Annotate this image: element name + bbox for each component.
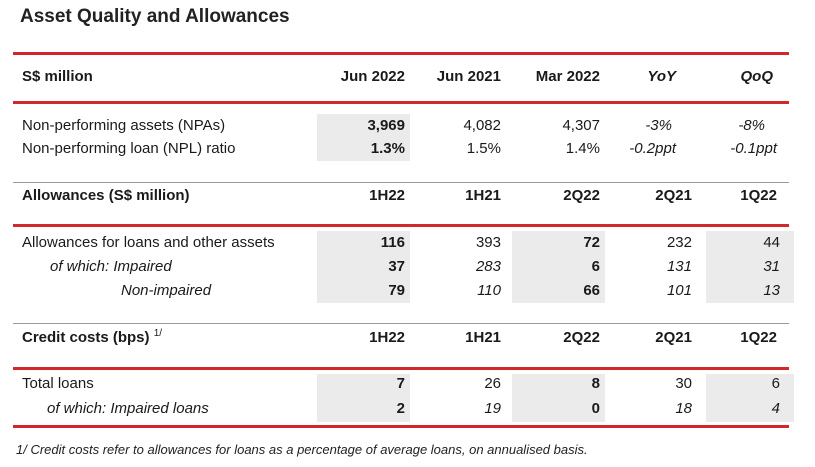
highlight-1h22-credit [317, 374, 410, 422]
value-cell: 19 [484, 400, 501, 417]
section-header-label: Credit costs (bps) 1/ [22, 327, 162, 349]
header-1h22: 1H22 [369, 187, 405, 204]
value-cell: 3,969 [367, 117, 405, 134]
highlight-1q22-credit [706, 374, 794, 422]
value-cell: 13 [763, 282, 780, 299]
credit-costs-label: Credit costs (bps) [22, 329, 150, 346]
value-cell: 6 [771, 375, 780, 392]
value-cell: -3% [645, 117, 672, 134]
highlight-1h22-allowances [317, 231, 410, 303]
footnote: 1/ Credit costs refer to allowances for … [16, 442, 588, 457]
value-cell: 6 [591, 258, 600, 275]
row-label: Total loans [22, 375, 94, 392]
value-cell: 1.4% [565, 140, 600, 157]
value-cell: 30 [675, 375, 692, 392]
value-cell: 110 [477, 282, 501, 299]
value-cell: 2 [396, 400, 405, 417]
header-yoy: YoY [647, 68, 676, 85]
row-label: Non-performing loan (NPL) ratio [22, 140, 236, 157]
value-cell: -0.2ppt [629, 140, 676, 157]
header3-rule [13, 367, 789, 370]
value-cell: 37 [388, 258, 405, 275]
value-cell: 18 [675, 400, 692, 417]
section3-top-rule [13, 323, 789, 324]
section2-top-rule [13, 182, 789, 183]
page-title: Asset Quality and Allowances [20, 6, 290, 27]
row-label: Allowances for loans and other assets [22, 234, 275, 251]
bottom-rule [13, 425, 789, 428]
header2-rule [13, 224, 789, 227]
value-cell: -8% [738, 117, 765, 134]
value-cell: 393 [475, 234, 501, 251]
value-cell: 31 [763, 258, 780, 275]
header-jun2021: Jun 2021 [436, 68, 501, 85]
value-cell: 131 [666, 258, 692, 275]
highlight-2q22-credit [512, 374, 605, 422]
value-cell: 4,082 [463, 117, 501, 134]
value-cell: 101 [666, 282, 692, 299]
value-cell: 116 [380, 234, 405, 251]
value-cell: 72 [583, 234, 600, 251]
value-cell: 26 [484, 375, 501, 392]
header-1q22: 1Q22 [740, 187, 777, 204]
top-rule [13, 52, 789, 55]
value-cell: 1.5% [466, 140, 501, 157]
header-1q22: 1Q22 [740, 329, 777, 346]
header-label: S$ million [22, 68, 93, 85]
header-2q21: 2Q21 [655, 329, 692, 346]
section-header-label: Allowances (S$ million) [22, 187, 190, 204]
value-cell: 66 [583, 282, 600, 299]
highlight-jun2022 [317, 114, 410, 161]
value-cell: -0.1ppt [730, 140, 777, 157]
row-label: of which: Impaired loans [47, 400, 209, 417]
header-2q22: 2Q22 [563, 187, 600, 204]
header-1h21: 1H21 [465, 329, 501, 346]
value-cell: 4 [771, 400, 780, 417]
row-label: of which: Impaired [50, 258, 172, 275]
highlight-1q22-allowances [706, 231, 794, 303]
row-label: Non-performing assets (NPAs) [22, 117, 226, 134]
header-mar2022: Mar 2022 [535, 68, 600, 85]
header-1h22: 1H22 [369, 329, 405, 346]
value-cell: 283 [475, 258, 501, 275]
header-jun2022: Jun 2022 [340, 68, 405, 85]
value-cell: 0 [591, 400, 600, 417]
value-cell: 4,307 [562, 117, 600, 134]
header-2q21: 2Q21 [655, 187, 692, 204]
value-cell: 1.3% [370, 140, 405, 157]
row-label: Non-impaired [121, 282, 212, 299]
value-cell: 79 [388, 282, 405, 299]
header-2q22: 2Q22 [563, 329, 600, 346]
header1-rule [13, 101, 789, 104]
footnote-ref: 1/ [153, 328, 163, 339]
highlight-2q22-allowances [512, 231, 605, 303]
value-cell: 8 [591, 375, 600, 392]
value-cell: 44 [763, 234, 780, 251]
value-cell: 232 [666, 234, 692, 251]
header-qoq: QoQ [740, 68, 774, 85]
value-cell: 7 [396, 375, 405, 392]
header-1h21: 1H21 [465, 187, 501, 204]
